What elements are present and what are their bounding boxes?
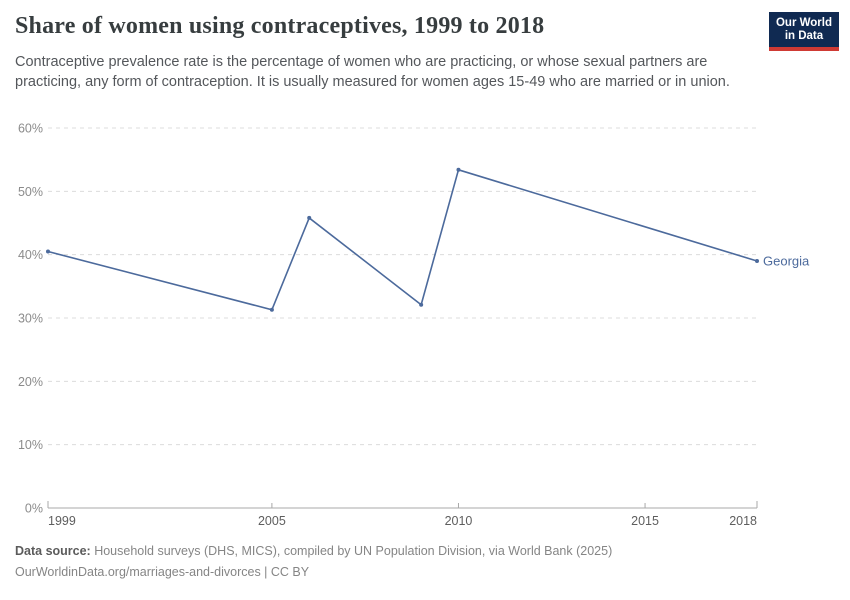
y-axis-tick-label: 30%: [18, 312, 43, 326]
y-axis-tick-label: 60%: [18, 122, 43, 136]
series-label: Georgia: [763, 254, 810, 269]
data-source-label: Data source:: [15, 544, 91, 558]
data-source-text: Household surveys (DHS, MICS), compiled …: [90, 544, 613, 558]
y-axis-tick-label: 50%: [18, 185, 43, 199]
owid-logo-line2: in Data: [784, 30, 824, 42]
chart-footer: Data source: Household surveys (DHS, MIC…: [15, 541, 835, 583]
x-axis-tick-label: 2015: [631, 514, 659, 528]
y-axis-tick-label: 20%: [18, 375, 43, 389]
data-point[interactable]: [46, 249, 50, 254]
x-axis-tick-label: 2018: [729, 514, 757, 528]
y-axis-tick-label: 40%: [18, 248, 43, 262]
x-axis-tick-label: 2010: [445, 514, 473, 528]
series-line-georgia[interactable]: [47, 168, 758, 311]
owid-logo: Our World in Data: [768, 12, 839, 51]
data-point[interactable]: [755, 259, 759, 263]
chart-title: Share of women using contraceptives, 199…: [15, 13, 545, 39]
chart-subtitle: Contraceptive prevalence rate is the per…: [15, 54, 730, 90]
data-point[interactable]: [307, 215, 312, 220]
x-axis-tick-label: 2005: [258, 514, 286, 528]
data-source-line: Data source: Household surveys (DHS, MIC…: [15, 541, 835, 562]
data-point[interactable]: [269, 307, 274, 312]
y-axis-tick-label: 0%: [25, 502, 43, 516]
x-axis-tick-label: 1999: [48, 514, 76, 528]
citation-line: OurWorldinData.org/marriages-and-divorce…: [15, 565, 310, 579]
data-point[interactable]: [419, 302, 424, 307]
y-axis-tick-label: 10%: [18, 438, 43, 452]
data-point[interactable]: [456, 167, 461, 172]
owid-logo-line1: Our World: [775, 17, 832, 29]
